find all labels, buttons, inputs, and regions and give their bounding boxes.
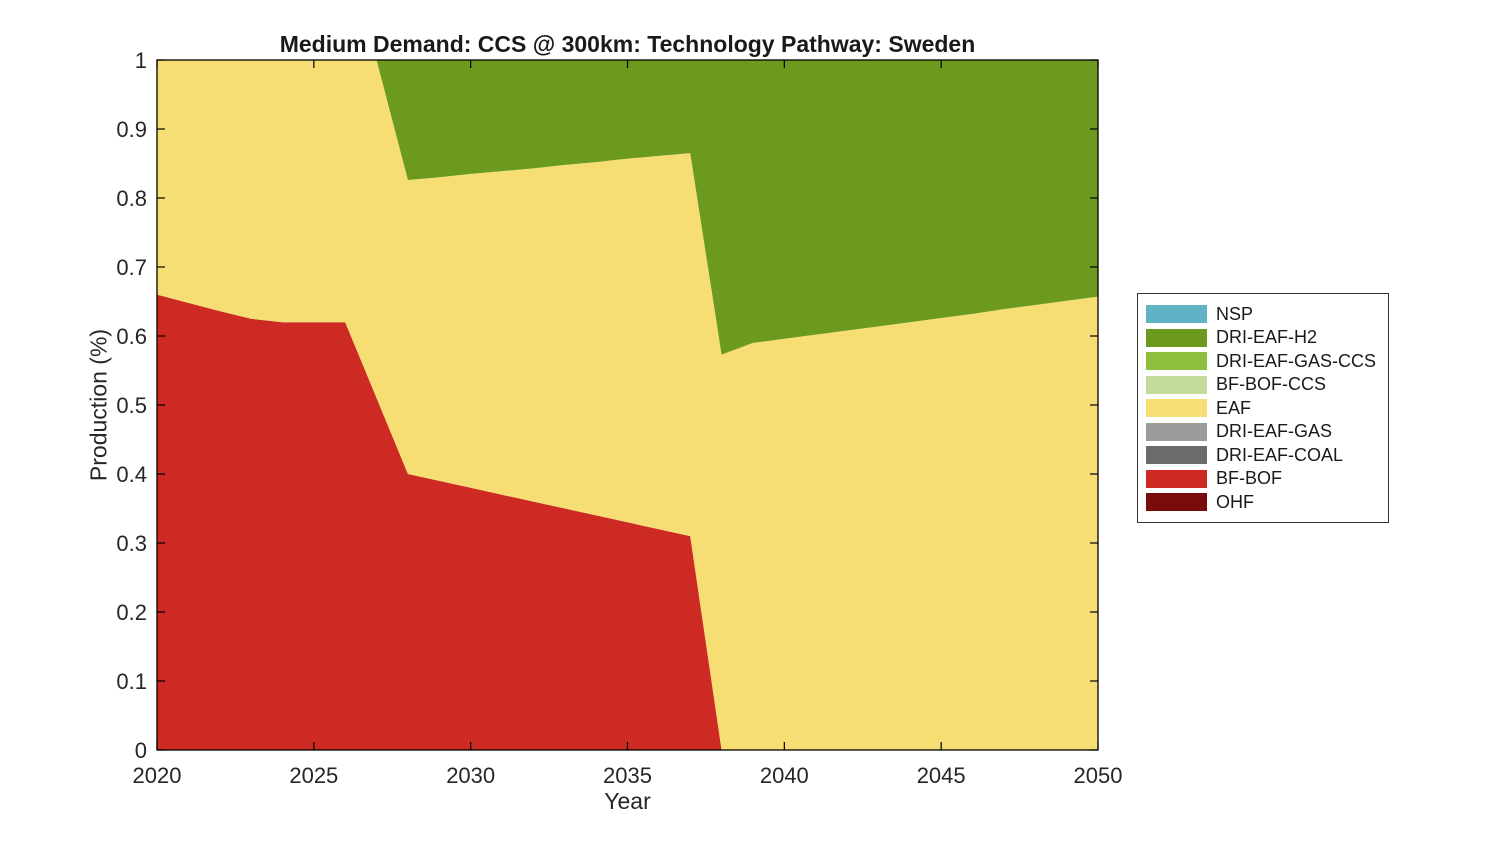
legend-label: BF-BOF [1216,468,1282,488]
legend-item-DRI-EAF-COAL: DRI-EAF-COAL [1138,443,1388,467]
legend-item-DRI-EAF-H2: DRI-EAF-H2 [1138,326,1388,350]
legend-label: EAF [1216,397,1252,418]
legend-swatch [1146,422,1207,441]
x-axis-label: Year [604,788,651,814]
y-axis-label: Production (%) [85,328,112,482]
legend-swatch [1146,446,1207,464]
legend-item-DRI-EAF-GAS-CCS: DRI-EAF-GAS-CCS [1138,349,1388,373]
x-tick-label: 2040 [760,763,809,788]
legend-swatch [1146,328,1207,347]
legend-item-BF-BOF-CCS: BF-BOF-CCS [1138,373,1388,397]
legend-label: DRI-EAF-COAL [1216,444,1344,465]
legend: NSP DRI-EAF-H2 DRI-EAF-GAS-CCS BF-BOF-CCS EA… [1137,293,1389,523]
x-tick-label: 2045 [917,763,966,788]
legend-item-NSP: NSP [1138,302,1388,326]
y-tick-label: 0.2 [116,600,147,625]
legend-label: BF-BOF-CCS [1216,374,1326,394]
legend-label: DRI-EAF-GAS-CCS [1216,350,1377,371]
legend-label: NSP [1216,303,1254,324]
legend-label: DRI-EAF-GAS [1216,421,1333,441]
y-tick-label: 0.8 [116,186,147,211]
area-DRI-EAF-H2 [157,60,1098,355]
x-tick-label: 2020 [133,763,182,788]
legend-swatch [1146,352,1207,370]
y-tick-label: 0.6 [116,324,147,349]
legend-swatch [1146,469,1207,488]
y-tick-label: 0.4 [116,462,147,487]
legend-swatch [1146,493,1207,511]
legend-item-EAF: EAF [1138,396,1388,420]
chart-title: Medium Demand: CCS @ 300km: Technology P… [279,31,976,57]
legend-item-OHF: OHF [1138,490,1388,514]
y-tick-label: 0.3 [116,531,147,556]
area-EAF [157,60,1098,750]
y-tick-label: 0 [135,738,147,763]
legend-label: OHF [1216,491,1254,512]
x-tick-label: 2050 [1074,763,1123,788]
x-tick-label: 2030 [446,763,495,788]
legend-item-DRI-EAF-GAS: DRI-EAF-GAS [1138,420,1388,444]
x-tick-label: 2025 [289,763,338,788]
y-tick-label: 0.1 [116,669,147,694]
legend-swatch [1146,375,1207,394]
y-tick-label: 0.7 [116,255,147,280]
legend-item-BF-BOF: BF-BOF [1138,467,1388,491]
y-tick-label: 0.9 [116,117,147,142]
legend-swatch [1146,399,1207,417]
legend-swatch [1146,305,1207,323]
y-tick-label: 1 [135,48,147,73]
y-tick-label: 0.5 [116,393,147,418]
legend-label: DRI-EAF-H2 [1216,327,1318,347]
x-tick-label: 2035 [603,763,652,788]
